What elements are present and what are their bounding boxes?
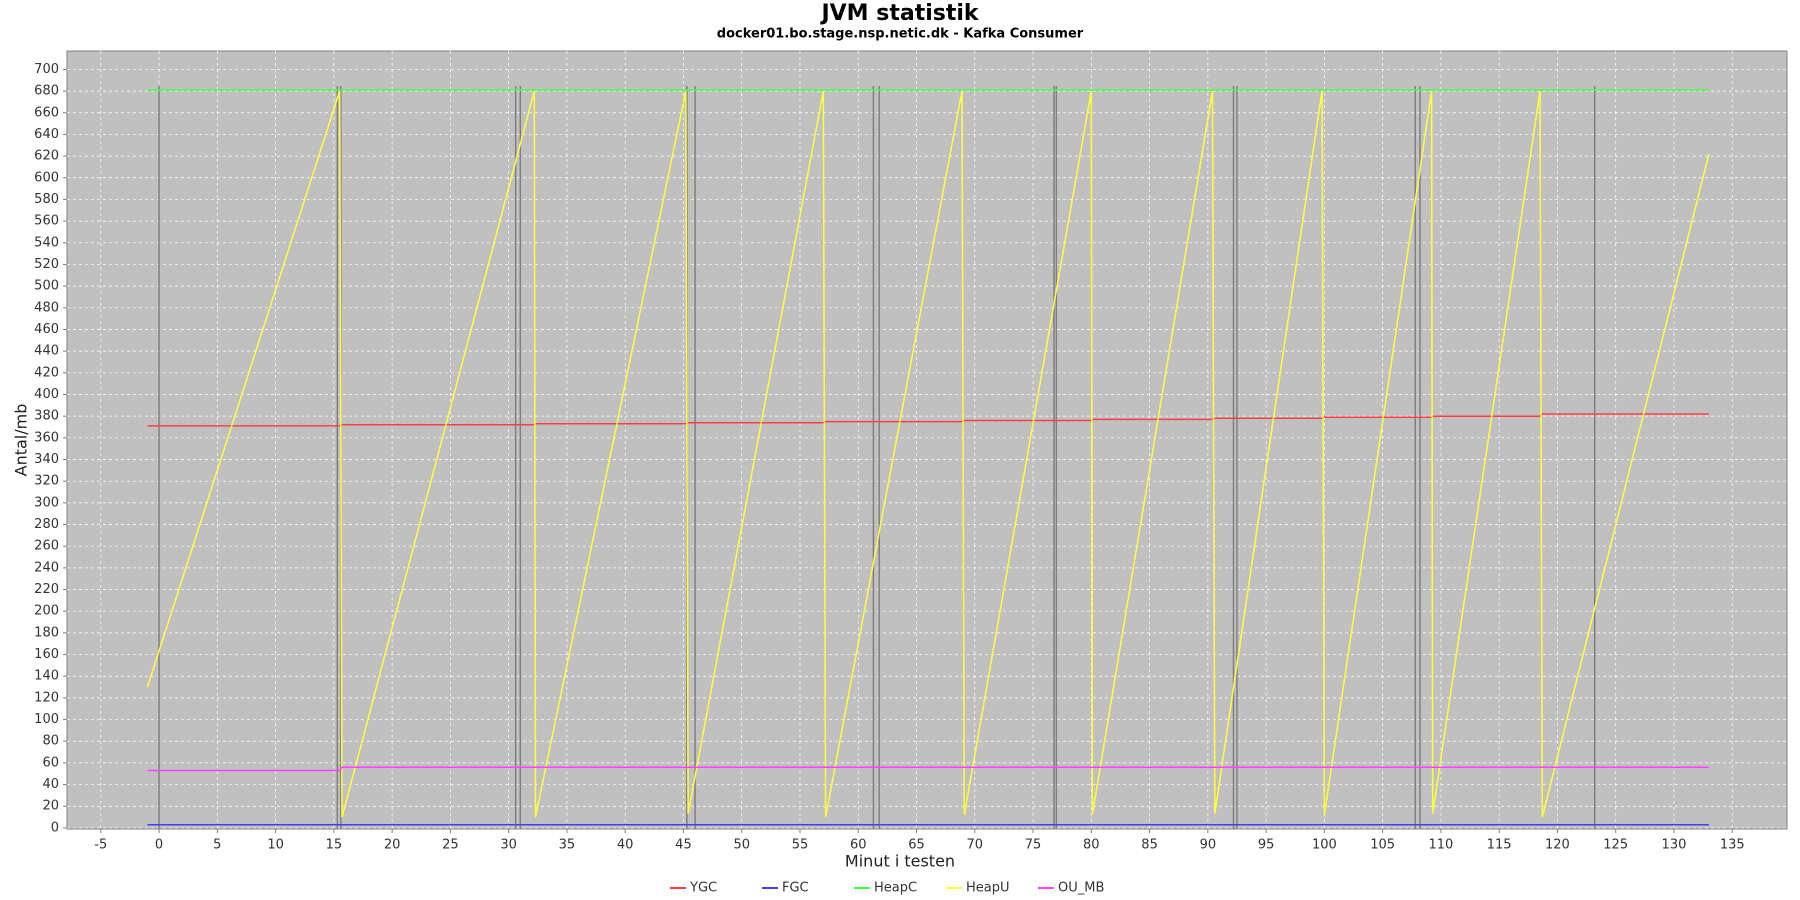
y-axis-label: Antal/mb — [12, 404, 31, 477]
x-tick-label: 110 — [1428, 838, 1453, 853]
x-tick-label: 20 — [384, 838, 401, 853]
x-tick-label: 30 — [500, 838, 517, 853]
x-tick-label: 55 — [792, 838, 809, 853]
x-tick-label: 120 — [1545, 838, 1570, 853]
y-tick-label: 140 — [34, 669, 59, 684]
series-line — [146, 90, 1710, 818]
y-tick-label: 60 — [42, 755, 59, 770]
x-tick-label: 65 — [908, 838, 925, 853]
x-tick-label: 60 — [850, 838, 867, 853]
x-tick-label: 50 — [733, 838, 750, 853]
y-tick-label: 540 — [34, 235, 59, 250]
x-tick-label: 125 — [1603, 838, 1628, 853]
x-tick-label: 90 — [1200, 838, 1217, 853]
y-tick-label: 0 — [51, 820, 59, 835]
y-tick-label: 480 — [34, 300, 59, 315]
y-tick-label: 680 — [34, 84, 59, 99]
y-tick-label: 620 — [34, 149, 59, 164]
x-tick-label: 0 — [155, 838, 163, 853]
legend-label: YGC — [689, 881, 717, 896]
y-tick-label: 380 — [34, 409, 59, 424]
series-line — [147, 766, 1709, 772]
legend-label: HeapC — [874, 881, 917, 896]
y-tick-label: 280 — [34, 517, 59, 532]
legend-label: FGC — [782, 881, 809, 896]
y-tick-label: 700 — [34, 62, 59, 77]
y-tick-label: 100 — [34, 712, 59, 727]
x-tick-label: 75 — [1025, 838, 1042, 853]
y-tick-label: 240 — [34, 560, 59, 575]
x-tick-label: 80 — [1083, 838, 1100, 853]
y-tick-label: 300 — [34, 495, 59, 510]
y-tick-label: 420 — [34, 365, 59, 380]
x-tick-label: 100 — [1312, 838, 1337, 853]
x-tick-label: -5 — [94, 838, 107, 853]
x-tick-label: 115 — [1487, 838, 1512, 853]
y-tick-label: 220 — [34, 582, 59, 597]
y-tick-label: 400 — [34, 387, 59, 402]
x-tick-label: 135 — [1720, 838, 1745, 853]
y-tick-label: 600 — [34, 170, 59, 185]
y-tick-label: 340 — [34, 452, 59, 467]
y-tick-label: 660 — [34, 105, 59, 120]
y-tick-label: 520 — [34, 257, 59, 272]
y-tick-label: 80 — [42, 734, 59, 749]
legend-label: HeapU — [966, 881, 1010, 896]
y-tick-label: 260 — [34, 539, 59, 554]
x-tick-label: 85 — [1141, 838, 1158, 853]
y-tick-label: 160 — [34, 647, 59, 662]
y-tick-label: 560 — [34, 214, 59, 229]
y-tick-label: 460 — [34, 322, 59, 337]
y-tick-label: 440 — [34, 344, 59, 359]
legend-label: OU_MB — [1058, 881, 1104, 896]
x-tick-label: 105 — [1370, 838, 1395, 853]
y-tick-label: 500 — [34, 279, 59, 294]
y-tick-label: 320 — [34, 474, 59, 489]
x-tick-label: 35 — [559, 838, 576, 853]
x-tick-label: 130 — [1662, 838, 1687, 853]
x-tick-label: 70 — [967, 838, 984, 853]
x-tick-label: 40 — [617, 838, 634, 853]
y-tick-label: 120 — [34, 690, 59, 705]
y-tick-label: 180 — [34, 625, 59, 640]
x-tick-label: 15 — [326, 838, 343, 853]
y-tick-label: 200 — [34, 604, 59, 619]
plot-area — [66, 50, 1788, 830]
x-tick-label: 25 — [442, 838, 459, 853]
x-axis-label: Minut i testen — [845, 852, 955, 871]
y-tick-label: 580 — [34, 192, 59, 207]
y-tick-label: 360 — [34, 430, 59, 445]
y-tick-label: 40 — [42, 777, 59, 792]
x-tick-label: 45 — [675, 838, 692, 853]
x-tick-label: 5 — [213, 838, 221, 853]
chart-subtitle: docker01.bo.stage.nsp.netic.dk - Kafka C… — [717, 27, 1084, 42]
y-tick-label: 640 — [34, 127, 59, 142]
x-tick-label: 95 — [1258, 838, 1275, 853]
x-tick-label: 10 — [267, 838, 284, 853]
y-tick-label: 20 — [42, 799, 59, 814]
chart-title: JVM statistik — [819, 1, 979, 26]
